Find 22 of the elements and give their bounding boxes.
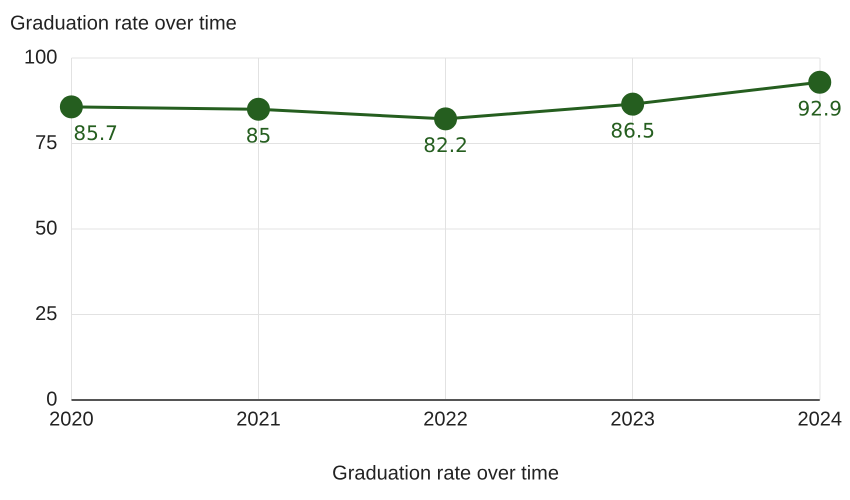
- y-tick-label: 50: [35, 218, 58, 240]
- data-label: 92.9: [797, 96, 842, 120]
- y-tick-label: 75: [35, 132, 58, 154]
- data-label: 85.7: [73, 121, 118, 146]
- y-tick-label: 25: [35, 303, 58, 326]
- x-tick-label: 2020: [49, 408, 94, 431]
- point: [434, 107, 458, 130]
- x-axis-title: Graduation rate over time: [332, 462, 559, 485]
- x-tick-label: 2023: [610, 408, 655, 431]
- x-tick-label: 2021: [236, 408, 281, 431]
- y-tick-label: 0: [46, 388, 58, 411]
- data-label: 86.5: [610, 118, 655, 142]
- y-tick-label: 100: [24, 46, 58, 69]
- x-tick-label: 2024: [798, 408, 842, 431]
- chart-title: Graduation rate over time: [10, 12, 237, 35]
- point: [60, 95, 83, 118]
- data-label: 85: [246, 124, 272, 148]
- data-label: 82.2: [423, 133, 468, 158]
- point: [621, 92, 644, 116]
- x-tick-label: 2022: [423, 408, 468, 431]
- point: [246, 98, 270, 121]
- point: [808, 70, 832, 94]
